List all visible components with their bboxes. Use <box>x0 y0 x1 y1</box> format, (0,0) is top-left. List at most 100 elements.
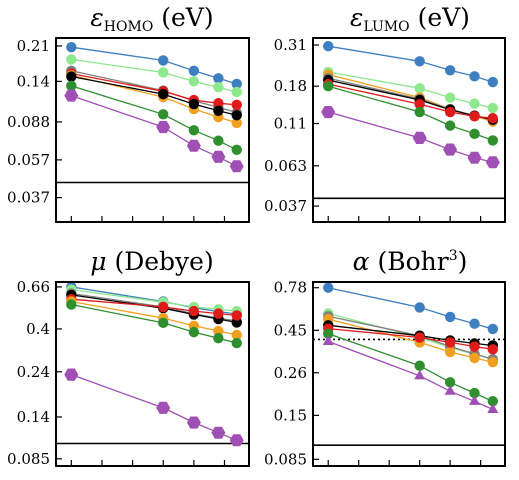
data-point <box>64 89 79 102</box>
data-point <box>444 346 456 358</box>
series-line-4 <box>71 74 237 124</box>
data-point <box>469 395 481 405</box>
panel-title: εLUMO (eV) <box>350 3 470 35</box>
data-point <box>487 396 499 407</box>
data-point <box>188 76 200 87</box>
y-tick-label: 0.45 <box>274 321 307 339</box>
y-tick-label: 0.24 <box>17 363 50 381</box>
data-point <box>414 332 425 343</box>
data-point <box>469 71 480 82</box>
data-point <box>156 401 171 414</box>
panel-homo: εHOMO (eV) 0.037 0.057 0.088 0.14 0.21 <box>7 3 250 223</box>
data-point <box>231 329 242 341</box>
y-tick-label: 0.15 <box>274 406 307 424</box>
series-line-3 <box>328 318 493 363</box>
data-point <box>487 76 499 88</box>
data-point <box>323 282 334 293</box>
data-point <box>158 67 169 78</box>
data-point <box>188 125 200 136</box>
data-point <box>231 110 242 121</box>
data-point <box>231 337 242 349</box>
series-line-3 <box>71 72 237 106</box>
data-point <box>414 369 426 380</box>
series-line-5 <box>328 83 493 119</box>
y-tick-label: 0.085 <box>7 450 50 468</box>
data-point <box>444 337 456 348</box>
data-point <box>487 357 499 368</box>
data-point <box>414 360 425 371</box>
series-line-7 <box>328 111 493 163</box>
data-point <box>487 102 499 114</box>
data-point <box>467 151 482 164</box>
plot-frame <box>55 281 250 467</box>
panel-dipole: μ (Debye) 0.085 0.14 0.24 0.4 0.66 <box>7 247 250 468</box>
data-point <box>158 55 169 66</box>
data-point <box>186 416 201 429</box>
y-tick-label: 0.037 <box>7 189 50 207</box>
data-point <box>469 352 480 364</box>
data-point <box>414 83 425 94</box>
data-point <box>487 113 499 124</box>
panel-lumo: εLUMO (eV) 0.037 0.063 0.11 0.18 0.31 <box>264 3 506 223</box>
data-point <box>213 308 224 319</box>
data-point <box>444 106 456 118</box>
data-point <box>66 71 77 82</box>
data-point <box>66 80 77 92</box>
data-point <box>231 86 242 98</box>
y-tick-label: 0.085 <box>264 450 307 468</box>
data-point <box>213 135 224 146</box>
data-point <box>213 333 224 344</box>
data-point <box>444 92 456 103</box>
plot-frame <box>55 37 250 223</box>
series-line-0 <box>328 287 493 330</box>
y-tick-label: 0.11 <box>274 115 307 133</box>
data-point <box>485 156 500 169</box>
y-tick-label: 0.057 <box>7 151 50 169</box>
y-tick-label: 0.26 <box>274 364 307 382</box>
data-point <box>469 128 480 140</box>
y-tick-label: 0.037 <box>264 197 307 215</box>
data-point <box>444 120 456 131</box>
data-point <box>213 81 224 93</box>
y-tick-label: 0.063 <box>264 157 307 175</box>
data-point <box>188 98 200 110</box>
data-point <box>444 377 456 388</box>
series-line-6 <box>327 333 494 402</box>
plot-frame <box>312 37 506 223</box>
data-point <box>66 299 77 310</box>
data-point <box>66 42 77 53</box>
data-point <box>444 65 456 76</box>
data-point <box>414 302 425 313</box>
y-tick-label: 0.088 <box>7 113 50 131</box>
data-point <box>231 99 242 111</box>
data-point <box>323 41 334 52</box>
y-tick-label: 0.14 <box>17 408 50 426</box>
data-point <box>231 117 242 129</box>
data-point <box>158 301 169 313</box>
data-point <box>66 54 77 65</box>
data-point <box>443 143 458 156</box>
data-point <box>188 65 200 77</box>
data-point <box>188 326 200 338</box>
data-point <box>469 387 480 399</box>
y-tick-label: 0.21 <box>17 37 50 55</box>
data-point <box>487 135 499 146</box>
data-point <box>414 106 425 118</box>
plot-frame <box>312 281 506 467</box>
data-point <box>321 106 336 119</box>
data-point <box>64 368 79 381</box>
data-point <box>213 98 224 109</box>
data-point <box>158 109 169 120</box>
data-point <box>158 88 169 100</box>
y-tick-label: 0.31 <box>274 36 307 54</box>
panel-title: εHOMO (eV) <box>90 3 213 35</box>
data-point <box>188 305 200 317</box>
data-point <box>213 105 224 116</box>
y-tick-label: 0.66 <box>17 278 50 296</box>
series-line-5 <box>71 75 237 116</box>
data-point <box>186 139 201 152</box>
data-point <box>158 317 169 329</box>
y-tick-label: 0.78 <box>274 279 307 297</box>
data-point <box>231 78 242 90</box>
data-point <box>412 131 427 144</box>
